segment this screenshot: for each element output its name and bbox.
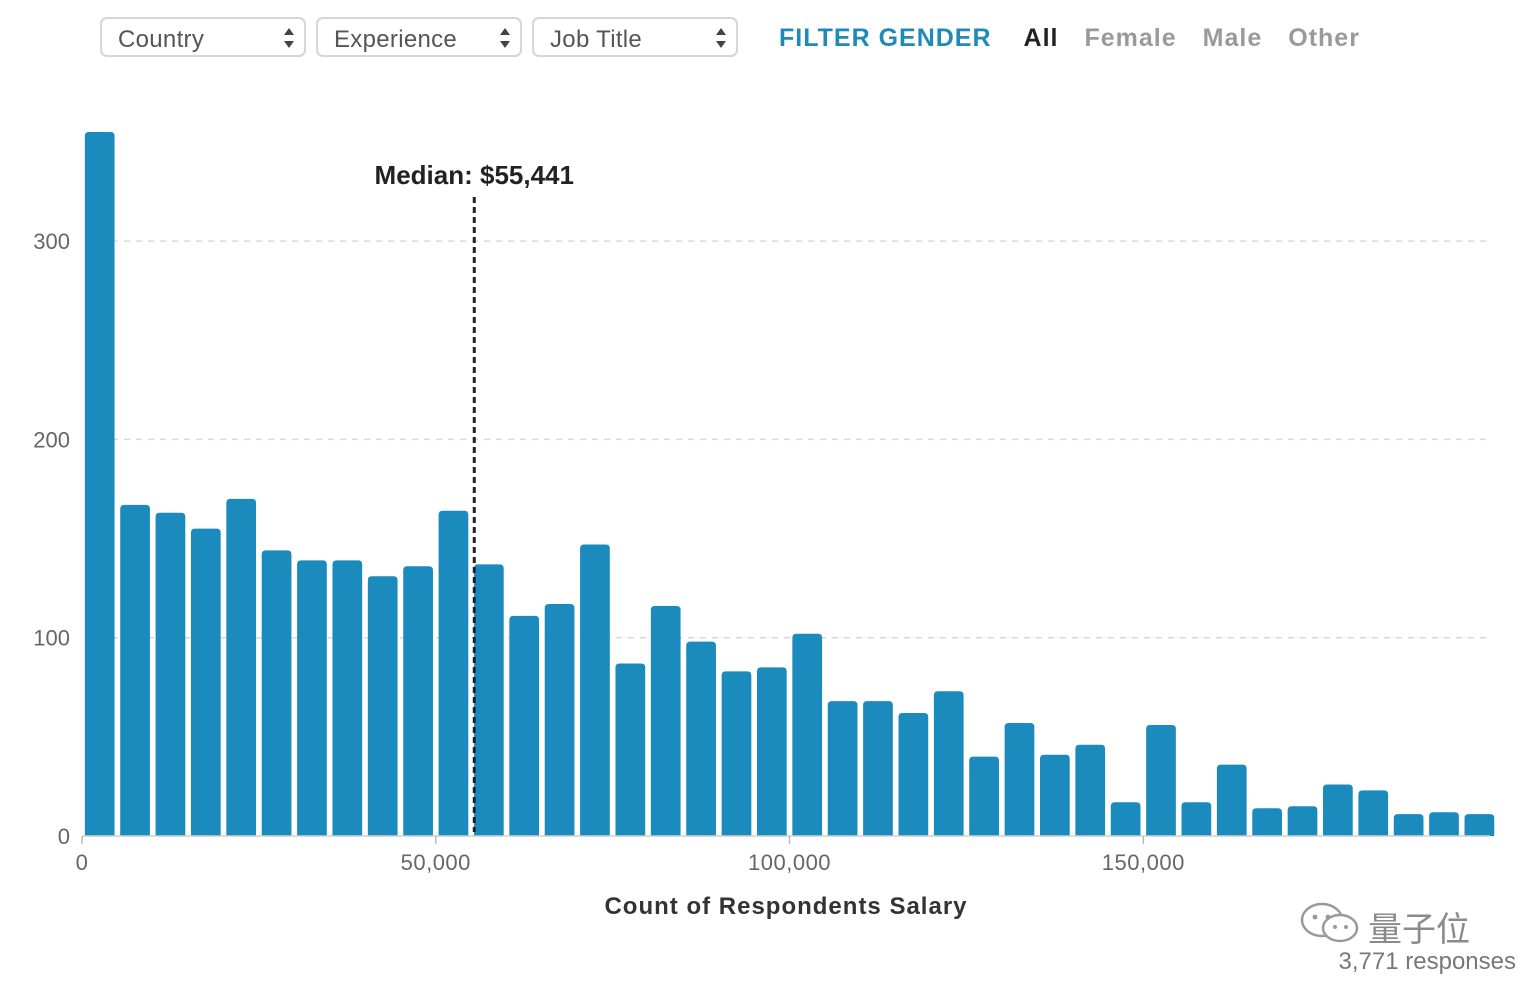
histogram-bar [261, 550, 292, 836]
job-title-select-label: Job Title [550, 26, 643, 53]
histogram-bar [1216, 764, 1247, 836]
experience-select-label: Experience [334, 26, 458, 53]
gender-option-all[interactable]: All [1023, 24, 1059, 52]
updown-arrows-icon [498, 27, 512, 49]
histogram-bar [969, 756, 999, 836]
gender-filter-title: FILTER GENDER [779, 24, 992, 52]
gender-option-female[interactable]: Female [1084, 24, 1177, 52]
gender-option-other[interactable]: Other [1288, 24, 1360, 52]
histogram-bar [155, 512, 186, 836]
histogram-bar [473, 564, 504, 836]
x-tick-label: 0 [76, 850, 89, 875]
histogram-bar [509, 615, 540, 836]
response-count: 3,771 responses [1338, 948, 1516, 975]
histogram-bar [403, 566, 433, 836]
x-tick-label: 150,000 [1102, 850, 1185, 875]
histogram-bar [438, 510, 469, 836]
country-select-label: Country [118, 26, 205, 53]
histogram-bar [863, 701, 893, 836]
updown-arrows-icon [714, 27, 728, 49]
histogram-bar [1287, 806, 1318, 836]
histogram-bar [332, 560, 363, 836]
x-tick-label: 50,000 [401, 850, 471, 875]
chat-bubbles-icon [1300, 902, 1359, 943]
histogram-bar [1181, 802, 1212, 836]
histogram-bar [827, 701, 858, 836]
histogram-bar [1146, 724, 1176, 836]
histogram-bar [1075, 744, 1106, 836]
histogram-bar [226, 498, 257, 836]
histogram-bar [544, 603, 575, 836]
country-select[interactable]: Country [100, 17, 306, 57]
histogram-bar [1393, 814, 1424, 836]
histogram-bar [580, 544, 610, 836]
histogram-bar [190, 528, 221, 836]
histogram-bar [367, 576, 398, 836]
gender-option-male[interactable]: Male [1202, 24, 1263, 52]
histogram-bar [1040, 754, 1070, 836]
histogram-bar [933, 691, 964, 836]
median-label: Median: $55,441 [375, 160, 574, 190]
histogram-bar [84, 132, 115, 836]
histogram-bar [721, 671, 752, 836]
histogram-bar [1110, 802, 1141, 836]
x-axis-label: Count of Respondents Salary [604, 893, 967, 920]
experience-select[interactable]: Experience [316, 17, 522, 57]
histogram-bar [756, 667, 787, 836]
watermark: 量子位 [1298, 900, 1488, 949]
y-tick-label: 100 [33, 626, 70, 651]
x-tick-label: 100,000 [748, 850, 831, 875]
updown-arrows-icon [282, 27, 296, 49]
job-title-select[interactable]: Job Title [532, 17, 738, 57]
watermark-text: 量子位 [1368, 911, 1470, 949]
histogram-bar [615, 663, 646, 836]
histogram-bar [686, 641, 716, 836]
y-tick-label: 0 [58, 824, 70, 849]
histogram-bar [1429, 812, 1459, 836]
histogram-bar [650, 605, 681, 836]
histogram-bar [1252, 808, 1282, 836]
y-tick-label: 300 [33, 229, 70, 254]
histogram-bar [120, 504, 150, 836]
histogram-bar [792, 633, 823, 836]
filter-bar: Country Experience Job Title [100, 16, 748, 58]
histogram-bar [297, 560, 327, 836]
histogram-bar [898, 713, 929, 836]
histogram-bar [1464, 814, 1495, 836]
histogram-bar [1004, 722, 1035, 836]
histogram-bar [1323, 784, 1353, 836]
histogram-bar [1358, 790, 1389, 836]
y-tick-label: 200 [33, 427, 70, 452]
gender-filter: FILTER GENDER All Female Male Other [779, 24, 1386, 53]
